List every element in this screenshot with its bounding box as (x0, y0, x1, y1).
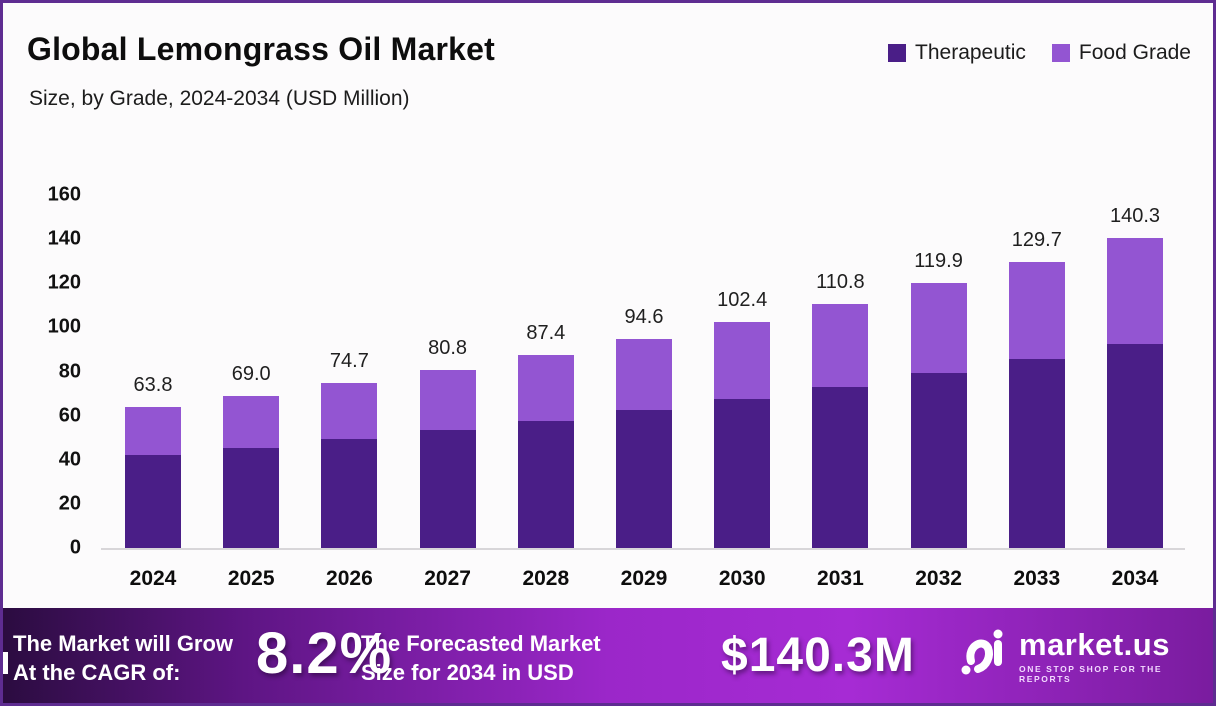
stacked-bar-2031[interactable] (812, 303, 869, 548)
bar-segment-food-grade[interactable] (517, 355, 574, 421)
stacked-bar-2024[interactable] (125, 407, 181, 548)
bar-total-label-2034: 140.3 (1109, 205, 1161, 228)
y-axis-tick-40: 40 (58, 448, 81, 471)
forecast-label: The Forecasted Market Size for 2034 in U… (361, 630, 601, 687)
bar-total-label-2032: 119.9 (914, 250, 963, 273)
forecast-label-line2: Size for 2034 in USD (361, 659, 574, 685)
stacked-bar-2027[interactable] (419, 369, 476, 548)
bar-chart: 0 20 40 60 80 100 120 140 160 63.8 2024 69.0 2025 74.… (3, 173, 1213, 613)
forecast-value: $140.3M (721, 629, 915, 682)
x-axis-label-2029: 2029 (620, 567, 668, 590)
banner-left-accent (3, 652, 8, 674)
stacked-bar-2029[interactable] (616, 339, 672, 548)
stacked-bar-2028[interactable] (517, 355, 574, 548)
bar-segment-food-grade[interactable] (1107, 238, 1163, 344)
bar-total-label-2027: 80.8 (428, 336, 468, 359)
stacked-bar-2026[interactable] (321, 383, 378, 548)
cagr-label: The Market will Grow At the CAGR of: (13, 630, 233, 687)
bar-segment-therapeutic[interactable] (910, 373, 967, 548)
stacked-bar-2030[interactable] (714, 322, 771, 548)
marketus-logo-icon (961, 628, 1007, 685)
page-subtitle: Size, by Grade, 2024-2034 (USD Million) (29, 87, 410, 110)
stacked-bar-2032[interactable] (910, 283, 967, 548)
bar-segment-therapeutic[interactable] (125, 455, 181, 548)
bar-segment-food-grade[interactable] (125, 407, 181, 456)
x-axis-label-2026: 2026 (326, 567, 373, 590)
y-axis-tick-80: 80 (58, 360, 81, 382)
bar-segment-food-grade[interactable] (419, 369, 476, 431)
x-axis-label-2027: 2027 (424, 567, 471, 590)
bar-segment-therapeutic[interactable] (419, 430, 476, 548)
bar-total-label-2026: 74.7 (329, 350, 369, 373)
footer-banner: The Market will Grow At the CAGR of: 8.2… (3, 608, 1213, 703)
x-axis-label-2033: 2033 (1013, 567, 1061, 590)
forecast-label-line1: The Forecasted Market (361, 631, 601, 656)
bar-total-label-2033: 129.7 (1011, 228, 1062, 251)
bar-segment-therapeutic[interactable] (517, 420, 574, 548)
x-axis-label-2034: 2034 (1111, 567, 1159, 590)
bar-segment-therapeutic[interactable] (321, 439, 378, 548)
legend-label: Food Grade (1078, 41, 1191, 64)
bar-segment-food-grade[interactable] (616, 339, 672, 411)
bar-segment-food-grade[interactable] (910, 283, 967, 374)
cagr-label-line2: At the CAGR of: (13, 659, 181, 685)
bar-segment-therapeutic[interactable] (616, 410, 672, 548)
bar-total-label-2030: 102.4 (717, 289, 768, 312)
bar-segment-therapeutic[interactable] (812, 386, 869, 548)
brand-logo[interactable]: market.us ONE STOP SHOP FOR THE REPORTS (961, 628, 1213, 685)
legend-item-therapeutic: Therapeutic (888, 41, 1026, 65)
brand-tagline: ONE STOP SHOP FOR THE REPORTS (1019, 664, 1163, 684)
cagr-label-line1: The Market will Grow (13, 631, 234, 656)
bar-segment-therapeutic[interactable] (1008, 359, 1065, 548)
x-axis-label-2031: 2031 (817, 567, 864, 590)
y-axis-tick-100: 100 (47, 315, 81, 338)
bar-total-label-2031: 110.8 (816, 270, 865, 293)
page-title: Global Lemongrass Oil Market (27, 31, 495, 67)
y-axis-tick-160: 160 (47, 183, 81, 206)
bar-segment-therapeutic[interactable] (1107, 343, 1163, 548)
x-axis-label-2025: 2025 (227, 567, 275, 590)
legend-swatch (888, 44, 907, 62)
stacked-bar-2033[interactable] (1008, 261, 1065, 548)
legend-item-food-grade: Food Grade (1051, 41, 1191, 65)
legend-label: Therapeutic (915, 41, 1026, 64)
legend-swatch (1051, 44, 1070, 62)
bar-segment-food-grade[interactable] (812, 303, 869, 387)
y-axis-tick-0: 0 (69, 536, 81, 559)
y-axis-tick-20: 20 (58, 492, 81, 515)
brand-name: market.us (1019, 627, 1170, 662)
bar-segment-therapeutic[interactable] (223, 447, 280, 548)
bar-segment-therapeutic[interactable] (714, 398, 771, 548)
bar-total-label-2028: 87.4 (526, 322, 566, 345)
x-axis-baseline (101, 548, 1185, 550)
x-axis-label-2024: 2024 (129, 567, 177, 590)
x-axis-label-2032: 2032 (915, 567, 962, 590)
bar-segment-food-grade[interactable] (714, 322, 771, 399)
bar-total-label-2025: 69.0 (231, 362, 271, 385)
y-axis-tick-60: 60 (58, 404, 81, 427)
stacked-bar-2034[interactable] (1107, 238, 1163, 548)
x-axis-label-2030: 2030 (718, 567, 766, 590)
bar-segment-food-grade[interactable] (321, 383, 378, 440)
y-axis-tick-120: 120 (47, 271, 81, 294)
y-axis-tick-140: 140 (47, 227, 81, 250)
bar-segment-food-grade[interactable] (1008, 261, 1065, 360)
x-axis-label-2028: 2028 (522, 567, 570, 590)
bar-segment-food-grade[interactable] (223, 395, 280, 448)
bar-total-label-2029: 94.6 (624, 306, 664, 329)
bar-total-label-2024: 63.8 (133, 374, 173, 397)
legend: Therapeutic Food Grade (888, 41, 1191, 65)
stacked-bar-2025[interactable] (223, 395, 280, 548)
cagr-value: 8.2% (256, 621, 393, 686)
